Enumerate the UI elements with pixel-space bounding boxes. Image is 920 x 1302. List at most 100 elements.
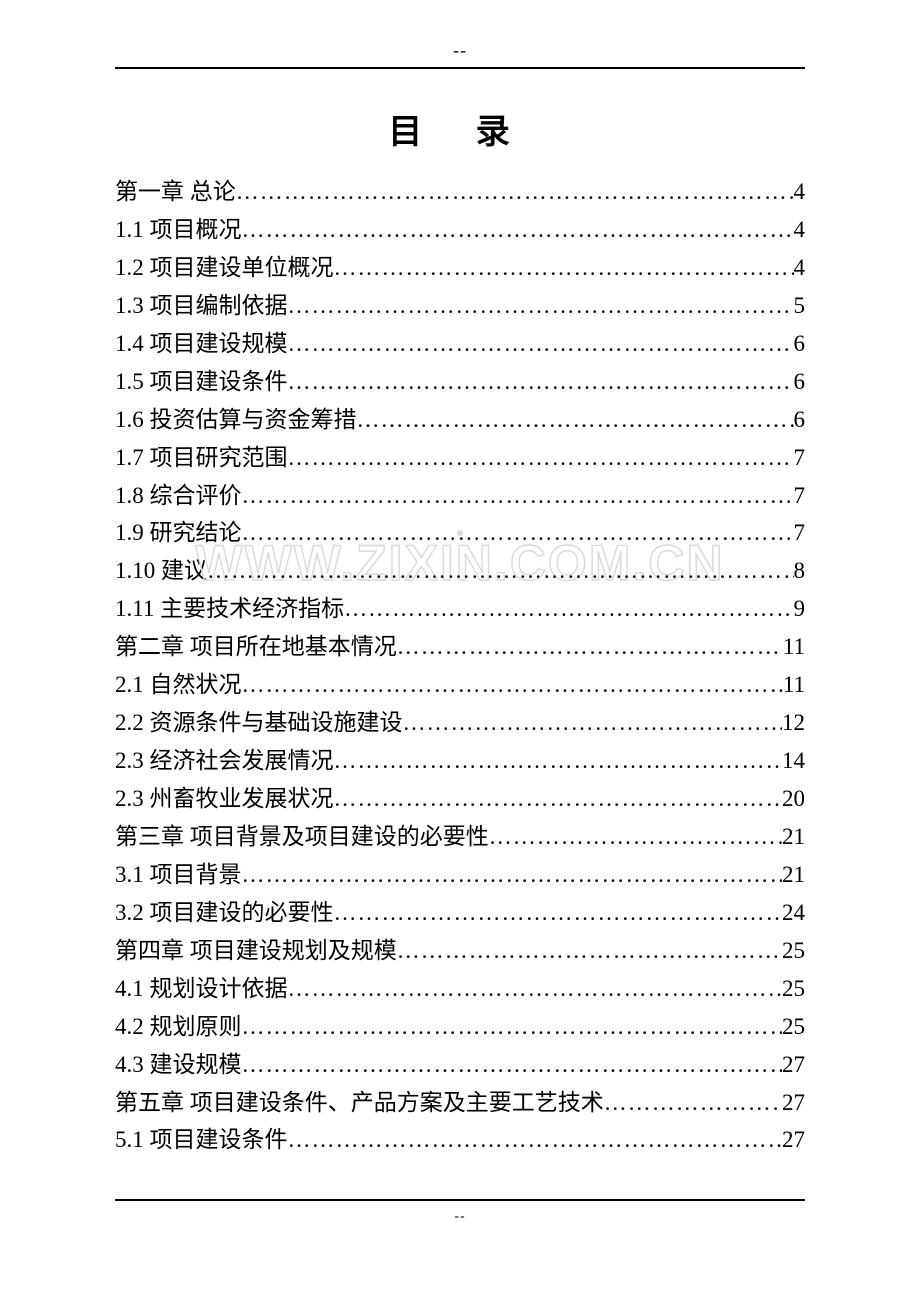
toc-page-number: 21 xyxy=(782,818,805,856)
toc-leader-dots xyxy=(288,325,794,363)
toc-row: 第一章 总论 4 xyxy=(115,173,805,211)
toc-row: 4.2 规划原则 25 xyxy=(115,1008,805,1046)
toc-row: 第三章 项目背景及项目建设的必要性 21 xyxy=(115,818,805,856)
toc-row: 1.9 研究结论 7 xyxy=(115,514,805,552)
toc-row: 1.1 项目概况 4 xyxy=(115,211,805,249)
toc-leader-dots xyxy=(397,628,783,666)
toc-page-number: 11 xyxy=(783,628,805,666)
toc-row: 第四章 项目建设规划及规模25 xyxy=(115,932,805,970)
toc-label: 第三章 项目背景及项目建设的必要性 xyxy=(115,818,489,856)
toc-row: 1.8 综合评价 7 xyxy=(115,477,805,515)
toc-leader-dots xyxy=(207,552,794,590)
toc-row: 1.10 建议 8 xyxy=(115,552,805,590)
header-dashes: -- xyxy=(115,40,805,61)
toc-row: 3.2 项目建设的必要性 24 xyxy=(115,894,805,932)
toc-page-number: 25 xyxy=(782,1008,805,1046)
footer-dashes: -- xyxy=(115,1209,805,1225)
toc-leader-dots xyxy=(242,1046,783,1084)
toc-leader-dots xyxy=(242,514,794,552)
toc-label: 2.1 自然状况 xyxy=(115,666,242,704)
toc-page-number: 8 xyxy=(794,552,806,590)
toc-label: 1.9 研究结论 xyxy=(115,514,242,552)
toc-row: 5.1 项目建设条件 27 xyxy=(115,1121,805,1159)
toc-page-number: 7 xyxy=(794,514,806,552)
toc-label: 4.2 规划原则 xyxy=(115,1008,242,1046)
toc-row: 3.1 项目背景 21 xyxy=(115,856,805,894)
toc-leader-dots xyxy=(334,742,783,780)
toc-label: 3.2 项目建设的必要性 xyxy=(115,894,334,932)
toc-row: 1.5 项目建设条件6 xyxy=(115,363,805,401)
toc-page-number: 27 xyxy=(782,1046,805,1084)
toc-row: 1.11 主要技术经济指标 9 xyxy=(115,590,805,628)
toc-page-number: 20 xyxy=(782,780,805,818)
toc-row: 2.3 经济社会发展情况 14 xyxy=(115,742,805,780)
toc-page-number: 7 xyxy=(794,477,806,515)
toc-page-number: 9 xyxy=(794,590,806,628)
page-title: 目 录 xyxy=(115,104,805,153)
toc-leader-dots xyxy=(242,666,783,704)
toc-label: 1.11 主要技术经济指标 xyxy=(115,590,344,628)
toc-row: 2.3 州畜牧业发展状况 20 xyxy=(115,780,805,818)
toc-leader-dots xyxy=(242,856,783,894)
toc-leader-dots xyxy=(242,477,794,515)
toc-leader-dots xyxy=(242,1008,783,1046)
toc-page-number: 27 xyxy=(782,1084,805,1122)
toc-leader-dots xyxy=(604,1084,782,1122)
toc-row: 1.2 项目建设单位概况 4 xyxy=(115,249,805,287)
toc-label: 1.4 项目建设规模 xyxy=(115,325,288,363)
toc-label: 2.3 经济社会发展情况 xyxy=(115,742,334,780)
header-rule xyxy=(115,67,805,69)
toc-leader-dots xyxy=(288,439,794,477)
toc-page-number: 6 xyxy=(794,401,806,439)
toc-leader-dots xyxy=(334,249,794,287)
toc-page-number: 4 xyxy=(794,249,806,287)
table-of-contents: 第一章 总论 4 1.1 项目概况 4 1.2 项目建设单位概况 4 1.3 项目编制依据 5… xyxy=(115,173,805,1159)
toc-label: 4.3 建设规模 xyxy=(115,1046,242,1084)
toc-leader-dots xyxy=(242,211,794,249)
toc-page-number: 21 xyxy=(782,856,805,894)
toc-leader-dots xyxy=(344,590,793,628)
toc-page-number: 25 xyxy=(782,970,805,1008)
toc-label: 2.2 资源条件与基础设施建设 xyxy=(115,704,403,742)
toc-leader-dots xyxy=(288,970,783,1008)
toc-row: 2.2 资源条件与基础设施建设 12 xyxy=(115,704,805,742)
toc-row: 1.6 投资估算与资金筹措6 xyxy=(115,401,805,439)
toc-label: 2.3 州畜牧业发展状况 xyxy=(115,780,334,818)
toc-leader-dots xyxy=(288,287,794,325)
toc-row: 1.4 项目建设规模6 xyxy=(115,325,805,363)
toc-page-number: 4 xyxy=(794,173,806,211)
toc-leader-dots xyxy=(288,1121,783,1159)
toc-label: 1.10 建议 xyxy=(115,552,207,590)
toc-label: 5.1 项目建设条件 xyxy=(115,1121,288,1159)
toc-row: 1.3 项目编制依据 5 xyxy=(115,287,805,325)
toc-row: 1.7 项目研究范围 7 xyxy=(115,439,805,477)
toc-row: 2.1 自然状况 11 xyxy=(115,666,805,704)
toc-leader-dots xyxy=(357,401,794,439)
toc-leader-dots xyxy=(236,173,794,211)
toc-label: 第一章 总论 xyxy=(115,173,236,211)
toc-leader-dots xyxy=(334,894,783,932)
toc-leader-dots xyxy=(288,363,794,401)
toc-page-number: 7 xyxy=(794,439,806,477)
toc-page-number: 11 xyxy=(783,666,805,704)
toc-label: 1.8 综合评价 xyxy=(115,477,242,515)
toc-row: 第二章 项目所在地基本情况11 xyxy=(115,628,805,666)
toc-label: 4.1 规划设计依据 xyxy=(115,970,288,1008)
toc-label: 第五章 项目建设条件、产品方案及主要工艺技术 xyxy=(115,1084,604,1122)
toc-leader-dots xyxy=(489,818,782,856)
toc-label: 3.1 项目背景 xyxy=(115,856,242,894)
toc-page-number: 6 xyxy=(794,363,806,401)
toc-label: 1.1 项目概况 xyxy=(115,211,242,249)
toc-label: 1.3 项目编制依据 xyxy=(115,287,288,325)
toc-row: 4.3 建设规模 27 xyxy=(115,1046,805,1084)
toc-page-number: 4 xyxy=(794,211,806,249)
toc-page-number: 5 xyxy=(794,287,806,325)
toc-page-number: 27 xyxy=(782,1121,805,1159)
toc-page-number: 25 xyxy=(782,932,805,970)
toc-row: 第五章 项目建设条件、产品方案及主要工艺技术 27 xyxy=(115,1084,805,1122)
toc-label: 1.7 项目研究范围 xyxy=(115,439,288,477)
toc-page-number: 12 xyxy=(782,704,805,742)
toc-page-number: 14 xyxy=(782,742,805,780)
toc-page-number: 24 xyxy=(782,894,805,932)
toc-label: 1.2 项目建设单位概况 xyxy=(115,249,334,287)
